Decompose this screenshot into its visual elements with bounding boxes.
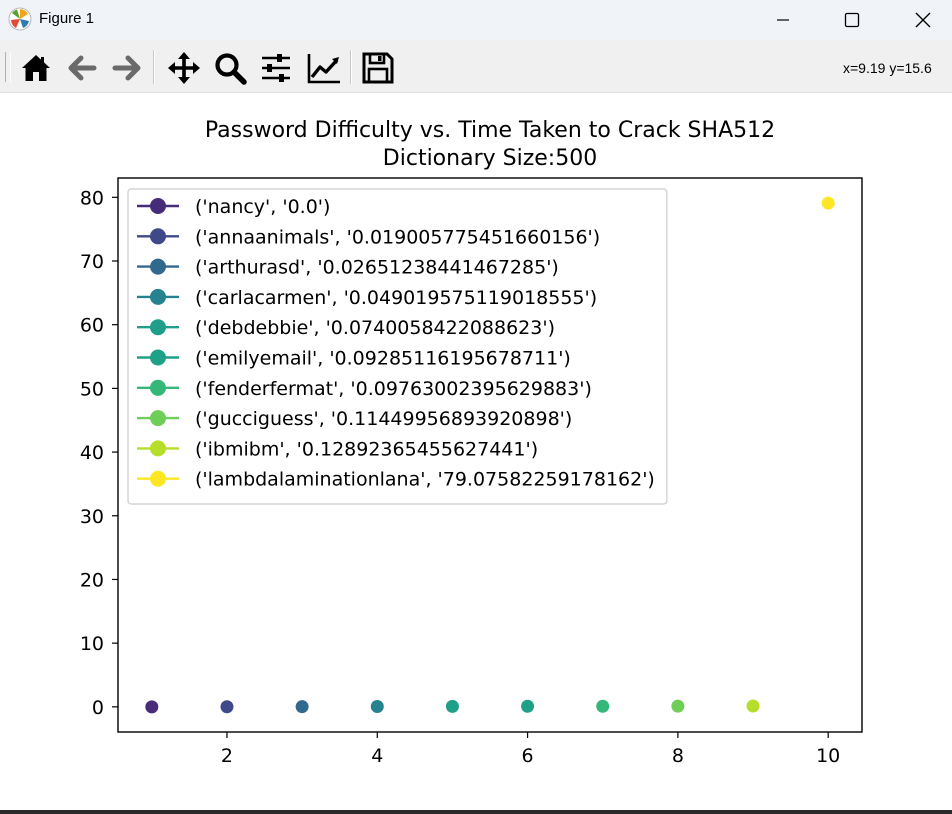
figure-canvas[interactable]: Password Difficulty vs. Time Taken to Cr… (0, 93, 952, 811)
legend-marker (150, 349, 166, 366)
move-icon (168, 52, 200, 84)
edit-axes-button[interactable] (304, 48, 344, 88)
y-tick-label: 10 (80, 633, 104, 655)
arrow-left-icon (68, 55, 97, 81)
legend-entry: ('emilyemail', '0.09285116195678711') (137, 348, 571, 370)
data-point (746, 699, 760, 713)
home-button[interactable] (16, 48, 56, 88)
legend-marker (150, 410, 166, 427)
magnifier-icon (215, 53, 247, 85)
x-tick-label: 8 (672, 745, 684, 767)
x-tick-label: 10 (816, 745, 840, 767)
legend-label: ('nancy', '0.0') (195, 196, 330, 218)
toolbar-separator (153, 50, 155, 84)
y-tick-label: 50 (80, 378, 104, 400)
legend-label: ('debdebbie', '0.0740058422088623') (195, 317, 555, 339)
title-bar: Figure 1 (0, 0, 952, 40)
legend-marker (150, 440, 166, 457)
data-point (671, 699, 685, 713)
close-button[interactable] (900, 0, 946, 40)
y-tick-label: 30 (80, 506, 104, 528)
legend-marker (150, 319, 166, 336)
cursor-coordinates: x=9.19 y=15.6 (843, 60, 932, 76)
plot-frame (117, 177, 863, 733)
x-tick-label: 4 (371, 745, 383, 767)
forward-button[interactable] (107, 48, 147, 88)
y-tick-label: 0 (92, 697, 104, 719)
subplots-button[interactable] (256, 48, 296, 88)
x-tick-label: 6 (522, 745, 534, 767)
matplotlib-logo-icon (8, 7, 32, 31)
chart-title-line-1: Password Difficulty vs. Time Taken to Cr… (205, 118, 775, 143)
window-bottom-border (0, 810, 952, 814)
data-point (596, 699, 610, 713)
arrow-right-icon (112, 55, 141, 81)
sliders-icon (262, 54, 290, 82)
y-tick-label: 80 (80, 187, 104, 209)
legend-label: ('arthurasd', '0.02651238441467285') (195, 257, 559, 279)
legend-entry: ('lambdalaminationlana', '79.07582259178… (137, 469, 655, 491)
legend-label: ('carlacarmen', '0.049019575119018555') (195, 287, 597, 309)
data-point (445, 699, 459, 713)
legend-frame (127, 188, 668, 505)
back-button[interactable] (62, 48, 102, 88)
pan-button[interactable] (164, 48, 204, 88)
y-tick-label: 20 (80, 569, 104, 591)
legend-entry: ('debdebbie', '0.0740058422088623') (137, 317, 555, 339)
data-point (220, 700, 234, 714)
data-point (145, 700, 159, 714)
legend-entry: ('arthurasd', '0.02651238441467285') (137, 257, 559, 279)
window-title: Figure 1 (39, 10, 95, 27)
legend-entry: ('nancy', '0.0') (137, 196, 330, 218)
y-tick-label: 40 (80, 442, 104, 464)
legend-entry: ('ibmibm', '0.12892365455627441') (137, 438, 538, 460)
data-point (295, 700, 309, 714)
toolbar-separator (350, 50, 352, 84)
legend-marker (150, 258, 166, 275)
x-tick-label: 2 (221, 745, 233, 767)
legend-entry: ('annaanimals', '0.019005775451660156') (137, 226, 600, 248)
legend-label: ('annaanimals', '0.019005775451660156') (195, 226, 600, 248)
data-point (521, 699, 535, 713)
legend-label: ('lambdalaminationlana', '79.07582259178… (195, 469, 655, 491)
legend-label: ('ibmibm', '0.12892365455627441') (195, 438, 538, 460)
legend-entry: ('carlacarmen', '0.049019575119018555') (137, 287, 597, 309)
line-chart-icon (307, 54, 340, 84)
maximize-icon (844, 12, 860, 28)
chart-title-line-2: Dictionary Size:500 (383, 146, 597, 171)
legend-marker (150, 379, 166, 396)
data-point (370, 700, 384, 714)
legend-entry: ('gucciguess', '0.11449956893920898') (137, 408, 572, 430)
y-tick-label: 70 (80, 251, 104, 273)
maximize-button[interactable] (829, 0, 875, 40)
minimize-button[interactable] (760, 0, 806, 40)
legend-entry: ('fenderfermat', '0.09763002395629883') (137, 378, 592, 400)
legend-label: ('fenderfermat', '0.09763002395629883') (195, 378, 592, 400)
legend-marker (150, 228, 166, 245)
zoom-button[interactable] (210, 48, 250, 88)
legend-marker (150, 198, 166, 214)
close-icon (915, 12, 931, 28)
legend-marker (150, 288, 166, 305)
legend-label: ('gucciguess', '0.11449956893920898') (195, 408, 572, 430)
y-tick-label: 60 (80, 315, 104, 337)
toolbar-grip (5, 52, 11, 82)
floppy-disk-icon (362, 52, 394, 84)
data-point (821, 196, 835, 210)
legend-label: ('emilyemail', '0.09285116195678711') (195, 348, 571, 370)
home-icon (22, 55, 50, 81)
navigation-toolbar: x=9.19 y=15.6 (0, 40, 952, 93)
scatter-plot: Password Difficulty vs. Time Taken to Cr… (80, 118, 863, 767)
save-button[interactable] (358, 48, 398, 88)
legend-marker (150, 470, 166, 487)
legend[interactable]: ('nancy', '0.0') ('annaanimals', '0.01900… (127, 188, 668, 505)
minimize-icon (777, 19, 789, 21)
